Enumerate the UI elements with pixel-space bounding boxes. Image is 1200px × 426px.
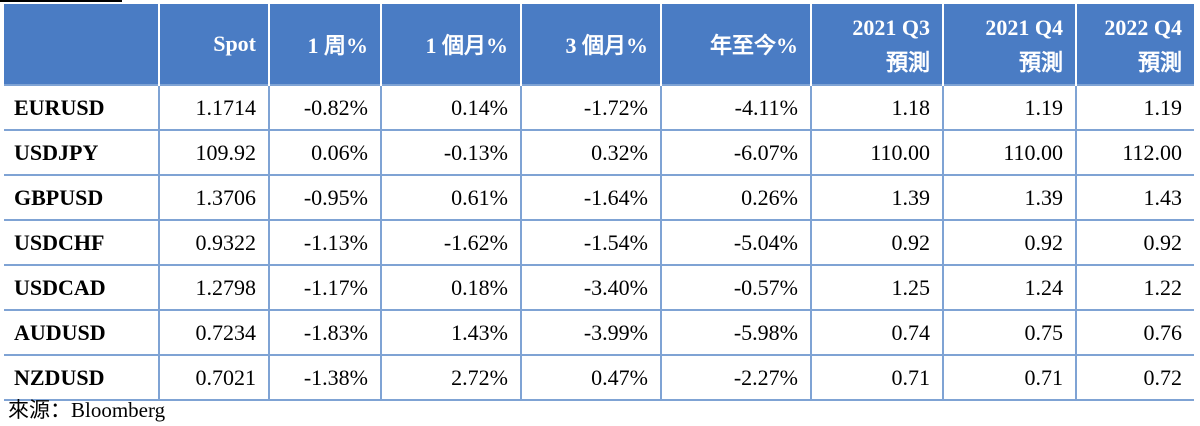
cell-spot: 1.2798 — [159, 265, 270, 311]
cell-pair: USDJPY — [4, 130, 160, 176]
cell-pair: USDCHF — [4, 220, 160, 266]
cell-q4_2021: 0.71 — [943, 355, 1077, 401]
header-pair — [4, 4, 160, 85]
header-1m: 1 個月% — [381, 4, 522, 85]
cell-spot: 0.7021 — [159, 355, 270, 401]
cell-q4_2021: 110.00 — [943, 130, 1077, 176]
cell-m1: 2.72% — [381, 355, 522, 401]
cell-q3_2021: 1.25 — [811, 265, 944, 311]
cell-q4_2022: 0.76 — [1076, 310, 1194, 356]
cell-q4_2022: 0.72 — [1076, 355, 1194, 401]
header-2021q4-forecast: 2021 Q4 預測 — [943, 4, 1077, 85]
header-2022q4-forecast: 2022 Q4 預測 — [1076, 4, 1194, 85]
cell-m3: -3.99% — [521, 310, 662, 356]
fx-table: Spot 1 周% 1 個月% 3 個月% 年至今% 2021 Q3 預測 202… — [4, 4, 1194, 401]
source-note: 來源：Bloomberg — [8, 398, 166, 422]
cell-m1: -0.13% — [381, 130, 522, 176]
cell-w1: -1.38% — [269, 355, 382, 401]
cell-spot: 0.9322 — [159, 220, 270, 266]
cell-q4_2022: 1.22 — [1076, 265, 1194, 311]
header-ytd: 年至今% — [661, 4, 812, 85]
cell-q4_2022: 1.19 — [1076, 84, 1194, 131]
cell-w1: -1.83% — [269, 310, 382, 356]
header-spot: Spot — [159, 4, 270, 85]
cell-pair: AUDUSD — [4, 310, 160, 356]
cell-q4_2022: 0.92 — [1076, 220, 1194, 266]
cell-m3: -1.72% — [521, 84, 662, 131]
cell-q4_2021: 1.19 — [943, 84, 1077, 131]
table-row: USDCHF 0.9322 -1.13% -1.62% -1.54% -5.04% 0.92… — [4, 220, 1194, 266]
cell-m3: -3.40% — [521, 265, 662, 311]
cell-m1: 0.14% — [381, 84, 522, 131]
header-1w: 1 周% — [269, 4, 382, 85]
cell-ytd: -5.98% — [661, 310, 812, 356]
table-row: EURUSD 1.1714 -0.82% 0.14% -1.72% -4.11% 1.18 1… — [4, 84, 1194, 131]
header-2021q3-forecast: 2021 Q3 預測 — [811, 4, 944, 85]
cell-pair: USDCAD — [4, 265, 160, 311]
top-rule — [0, 0, 122, 2]
cell-q3_2021: 0.71 — [811, 355, 944, 401]
table-row: USDCAD 1.2798 -1.17% 0.18% -3.40% -0.57% 1.25 1… — [4, 265, 1194, 311]
cell-ytd: -2.27% — [661, 355, 812, 401]
cell-m3: 0.47% — [521, 355, 662, 401]
cell-q4_2021: 1.39 — [943, 175, 1077, 221]
cell-spot: 1.3706 — [159, 175, 270, 221]
cell-w1: 0.06% — [269, 130, 382, 176]
cell-q3_2021: 1.39 — [811, 175, 944, 221]
table-row: NZDUSD 0.7021 -1.38% 2.72% 0.47% -2.27% 0.71 0.… — [4, 355, 1194, 401]
header-3m: 3 個月% — [521, 4, 662, 85]
cell-pair: GBPUSD — [4, 175, 160, 221]
table-row: USDJPY 109.92 0.06% -0.13% 0.32% -6.07% 110.00… — [4, 130, 1194, 176]
cell-w1: -0.82% — [269, 84, 382, 131]
cell-m3: -1.64% — [521, 175, 662, 221]
cell-q3_2021: 1.18 — [811, 84, 944, 131]
cell-ytd: -6.07% — [661, 130, 812, 176]
cell-q3_2021: 0.74 — [811, 310, 944, 356]
cell-spot: 109.92 — [159, 130, 270, 176]
cell-q4_2021: 0.92 — [943, 220, 1077, 266]
cell-pair: EURUSD — [4, 84, 160, 131]
cell-q3_2021: 0.92 — [811, 220, 944, 266]
cell-w1: -1.13% — [269, 220, 382, 266]
cell-m1: 0.61% — [381, 175, 522, 221]
cell-m1: 1.43% — [381, 310, 522, 356]
table-row: GBPUSD 1.3706 -0.95% 0.61% -1.64% 0.26% 1.39 1.… — [4, 175, 1194, 221]
cell-m3: 0.32% — [521, 130, 662, 176]
cell-q4_2022: 112.00 — [1076, 130, 1194, 176]
table-row: AUDUSD 0.7234 -1.83% 1.43% -3.99% -5.98% 0.74 0… — [4, 310, 1194, 356]
cell-w1: -1.17% — [269, 265, 382, 311]
cell-m1: 0.18% — [381, 265, 522, 311]
cell-w1: -0.95% — [269, 175, 382, 221]
cell-ytd: -0.57% — [661, 265, 812, 311]
cell-ytd: -4.11% — [661, 84, 812, 131]
cell-q4_2021: 1.24 — [943, 265, 1077, 311]
cell-spot: 0.7234 — [159, 310, 270, 356]
cell-q4_2022: 1.43 — [1076, 175, 1194, 221]
cell-q4_2021: 0.75 — [943, 310, 1077, 356]
cell-q3_2021: 110.00 — [811, 130, 944, 176]
cell-ytd: 0.26% — [661, 175, 812, 221]
cell-m3: -1.54% — [521, 220, 662, 266]
cell-spot: 1.1714 — [159, 84, 270, 131]
header-row: Spot 1 周% 1 個月% 3 個月% 年至今% 2021 Q3 預測 202… — [4, 4, 1194, 85]
cell-pair: NZDUSD — [4, 355, 160, 401]
cell-ytd: -5.04% — [661, 220, 812, 266]
cell-m1: -1.62% — [381, 220, 522, 266]
